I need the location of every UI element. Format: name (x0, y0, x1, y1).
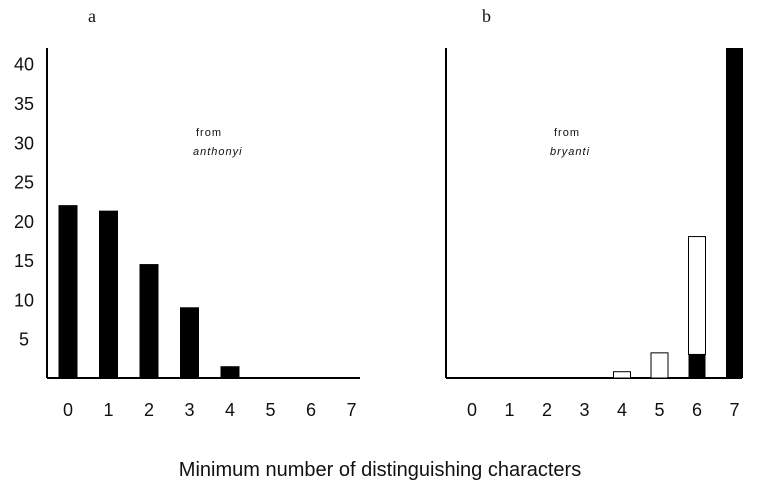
panel-a-bar-4 (220, 366, 240, 378)
panel-a-x-tick-label: 7 (346, 400, 356, 420)
panel-a-bar-3 (180, 307, 199, 378)
panel-a-x-tick-label: 4 (225, 400, 235, 420)
panel-a-y-tick-label: 25 (14, 173, 34, 193)
panel-a-y-tick-label: 40 (14, 55, 34, 75)
panel-b-annotation-from: from (554, 127, 580, 139)
panel-b-annotation-species: bryanti (550, 146, 590, 158)
panel-b-x-tick-label: 3 (579, 400, 589, 420)
panel-b-bar-5-segment-1 (650, 352, 669, 379)
x-axis-title: Minimum number of distinguishing charact… (179, 459, 581, 481)
panel-b-x-tick-label: 4 (617, 400, 627, 420)
panel-b-x-tick-label: 2 (542, 400, 552, 420)
panel-a-bar-0 (58, 205, 78, 378)
panel-b-x-tick-label: 0 (467, 400, 477, 420)
panel-a-y-tick-label: 10 (14, 290, 34, 310)
panel-a-x-tick-label: 5 (265, 400, 275, 420)
panel-b-bar-4-segment-1 (613, 371, 631, 379)
panel-a-x-tick-label: 6 (306, 400, 316, 420)
panel-a-y-tick-label: 30 (14, 133, 34, 153)
panel-b-bar-6-segment-1 (688, 236, 706, 355)
panel-b-x-tick-label: 1 (504, 400, 514, 420)
panel-a-x-tick-label: 2 (144, 400, 154, 420)
panel-a-annotation-from: from (196, 127, 222, 139)
panel-a-x-tick-label: 0 (63, 400, 73, 420)
panel-a-y-tick-label: 5 (19, 330, 29, 350)
panel-a-label: a (88, 6, 96, 26)
panel-b-bar-7-segment-0 (726, 48, 743, 378)
panel-b-x-tick-label: 6 (692, 400, 702, 420)
panel-a-annotation-species: anthonyi (193, 146, 243, 158)
panel-a-y-tick-label: 35 (14, 94, 34, 114)
panel-b-label: b (482, 6, 491, 26)
panel-b-bar-6-segment-0 (688, 354, 706, 378)
panel-a-x-tick-label: 3 (184, 400, 194, 420)
panel-a-y-tick-label: 15 (14, 251, 34, 271)
panel-a-bar-1 (99, 210, 118, 378)
panel-a-y-tick-label: 20 (14, 212, 34, 232)
panel-b-x-tick-label: 5 (654, 400, 664, 420)
panel-a-bar-2 (139, 264, 159, 378)
panel-b-x-tick-label: 7 (729, 400, 739, 420)
panel-a-x-tick-label: 1 (103, 400, 113, 420)
